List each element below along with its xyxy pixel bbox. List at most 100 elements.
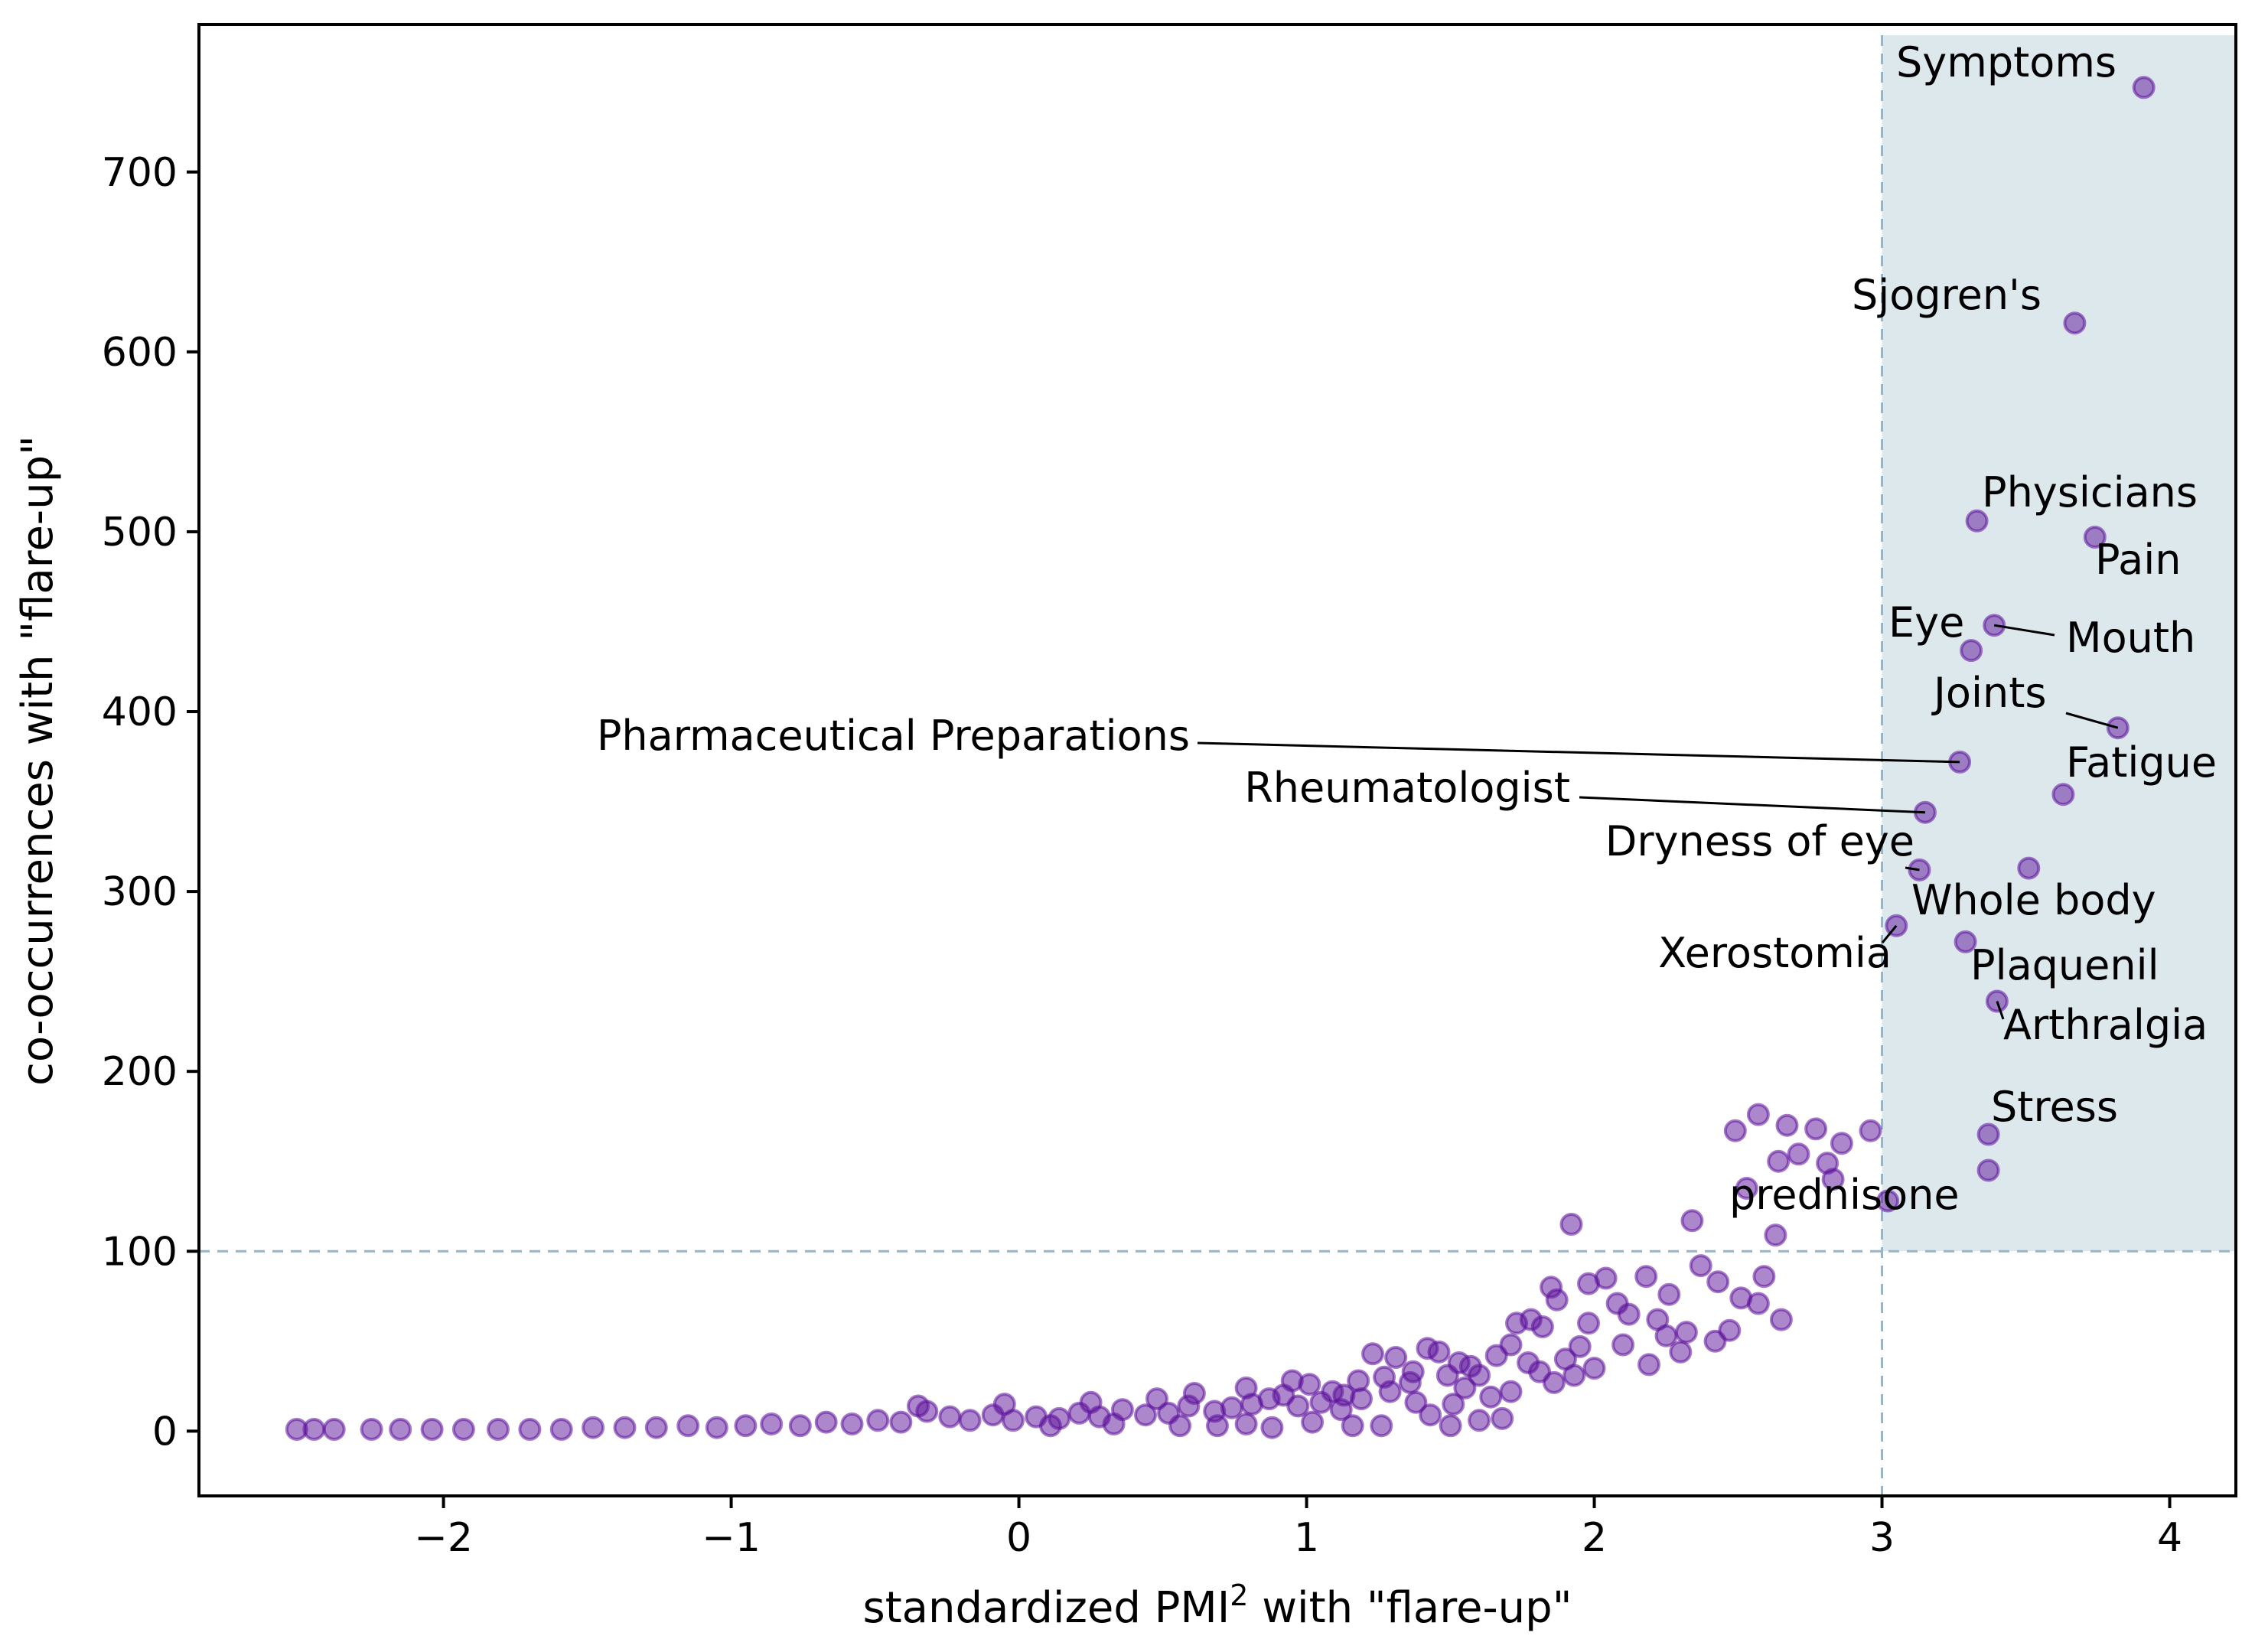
x-axis-title-tail: with "flare-up"	[1248, 1583, 1572, 1633]
labeled-data-point	[2051, 783, 2075, 806]
data-point	[1577, 1311, 1600, 1335]
plot-frame	[197, 23, 2237, 1497]
data-point	[1568, 1334, 1592, 1358]
y-axis-ticks: 0 100 200 300 400 500 600 700	[102, 150, 199, 1455]
data-point	[1145, 1387, 1168, 1411]
point-label: Arthralgia	[2003, 1001, 2208, 1049]
data-point	[1545, 1288, 1569, 1311]
x-axis-ticks: −2 −1 0 1 2 3 4	[414, 1496, 2182, 1561]
point-label: Pain	[2095, 536, 2181, 584]
data-point	[1530, 1315, 1554, 1338]
data-point	[938, 1405, 962, 1429]
data-point	[1764, 1224, 1787, 1247]
data-point	[1746, 1292, 1770, 1315]
labeled-data-point	[2063, 311, 2087, 335]
data-point	[1439, 1414, 1462, 1438]
point-label: Eye	[1888, 598, 1964, 647]
data-point	[518, 1418, 542, 1441]
data-point	[1775, 1113, 1799, 1137]
point-label: Sjogren's	[1852, 271, 2042, 319]
data-point	[1769, 1308, 1793, 1331]
data-point	[613, 1416, 637, 1439]
x-tick-label: 0	[1006, 1515, 1031, 1561]
labeled-data-point	[2083, 526, 2107, 549]
labeled-data-point	[2017, 856, 2041, 880]
data-point	[1563, 1364, 1586, 1387]
y-tick-label: 500	[102, 510, 178, 556]
data-point	[1611, 1333, 1635, 1357]
data-point	[1674, 1321, 1698, 1344]
x-tick-label: 2	[1582, 1515, 1607, 1561]
data-point	[1373, 1365, 1396, 1389]
point-label: Plaquenil	[1970, 941, 2159, 989]
data-point	[1442, 1393, 1465, 1416]
point-label: Fatigue	[2066, 738, 2217, 787]
y-tick-label: 200	[102, 1049, 178, 1095]
data-point	[1384, 1346, 1408, 1369]
x-tick-label: 3	[1869, 1515, 1895, 1561]
data-point	[549, 1418, 573, 1441]
data-point	[1479, 1385, 1503, 1409]
data-point	[1182, 1382, 1206, 1405]
point-labels: Symptoms Sjogren's Physicians Pain Eye Mouth J…	[597, 38, 2217, 1219]
labeled-data-point	[1965, 509, 1989, 533]
data-point	[487, 1418, 510, 1441]
data-point	[1260, 1416, 1284, 1439]
labeled-data-point	[2132, 76, 2156, 99]
highlight-region	[1882, 35, 2234, 1252]
y-axis-title: co-occurrences with "flare-up"	[13, 435, 63, 1086]
y-tick-label: 700	[102, 150, 178, 196]
data-point	[1617, 1302, 1641, 1326]
data-point	[1416, 1337, 1439, 1360]
data-point	[1301, 1410, 1325, 1434]
labeled-data-point	[1954, 930, 1977, 953]
data-point	[1168, 1414, 1192, 1438]
point-label: prednisone	[1729, 1171, 1960, 1219]
y-tick-label: 300	[102, 869, 178, 915]
data-point	[1746, 1103, 1770, 1126]
data-point	[1468, 1364, 1491, 1387]
data-point	[1206, 1414, 1229, 1438]
data-point	[1102, 1413, 1126, 1435]
data-point	[1559, 1213, 1583, 1236]
leader-line	[1993, 624, 2055, 637]
data-point	[1347, 1369, 1370, 1393]
data-point	[451, 1418, 475, 1441]
data-point	[1680, 1209, 1704, 1233]
labeled-data-point	[1976, 1123, 2000, 1146]
data-point	[1804, 1117, 1828, 1141]
data-point	[1505, 1311, 1528, 1335]
data-point	[1637, 1353, 1660, 1377]
data-point	[1401, 1360, 1425, 1383]
point-label: Stress	[1991, 1083, 2118, 1131]
data-point	[1735, 1177, 1758, 1200]
data-point	[1767, 1149, 1791, 1173]
data-point	[1079, 1390, 1103, 1414]
data-point	[760, 1413, 784, 1435]
data-point	[1361, 1342, 1384, 1366]
leader-line	[2065, 712, 2119, 729]
point-label: Mouth	[2066, 614, 2195, 662]
point-label: Joints	[1931, 669, 2047, 717]
data-point	[1499, 1380, 1523, 1403]
y-tick-label: 100	[102, 1229, 178, 1275]
data-point	[420, 1418, 444, 1441]
x-axis-title: standardized PMI2 with "flare-up"	[863, 1579, 1572, 1633]
leader-line	[1579, 796, 1925, 814]
point-label: Rheumatologist	[1244, 764, 1570, 812]
data-point	[1654, 1324, 1678, 1347]
point-label: Physicians	[1982, 468, 2198, 516]
data-point	[734, 1414, 758, 1438]
x-tick-label: −1	[702, 1515, 761, 1561]
data-point	[1280, 1369, 1304, 1393]
data-point	[1404, 1390, 1428, 1414]
data-point	[1723, 1119, 1747, 1142]
points-layer	[285, 76, 2156, 1441]
data-point	[285, 1418, 308, 1441]
data-point	[1329, 1398, 1353, 1422]
data-point	[1821, 1168, 1845, 1191]
data-point	[1669, 1340, 1693, 1364]
data-point	[1234, 1413, 1258, 1435]
data-point	[1038, 1414, 1062, 1438]
